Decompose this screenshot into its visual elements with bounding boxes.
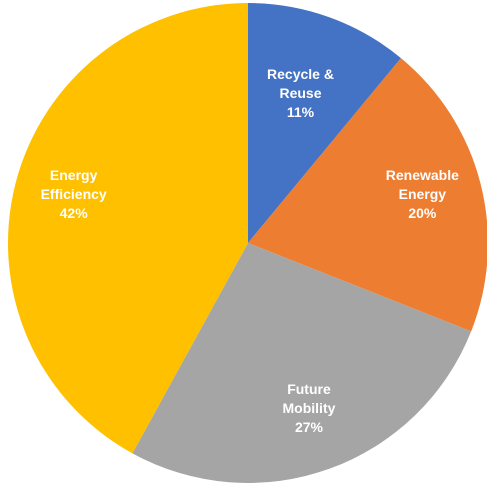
category-label: Energy Efficiency (40, 167, 107, 203)
slice-label: Future Mobility 27% (259, 380, 359, 437)
value-label: 20% (408, 205, 437, 222)
category-label: Renewable Energy (385, 167, 459, 203)
slice-label: Renewable Energy 20% (372, 166, 472, 223)
value-label: 42% (59, 205, 88, 222)
value-label: 27% (294, 419, 323, 436)
category-label: Recycle & Reuse (267, 66, 334, 102)
slice-label: Recycle & Reuse 11% (251, 65, 351, 122)
slice-label-text: Future Mobility 27% (259, 380, 359, 437)
slice-label-text: Renewable Energy 20% (372, 166, 472, 223)
value-label: 11% (286, 104, 315, 121)
slice-label-text: Recycle & Reuse 11% (251, 65, 351, 122)
pie-slice (248, 3, 401, 243)
slice-label: Energy Efficiency 42% (24, 166, 124, 223)
pie-slice (8, 3, 249, 454)
pie-slice (248, 58, 487, 332)
slice-label-text: Energy Efficiency 42% (24, 166, 124, 223)
pie-slice (132, 243, 472, 483)
category-label: Future Mobility (282, 381, 336, 417)
